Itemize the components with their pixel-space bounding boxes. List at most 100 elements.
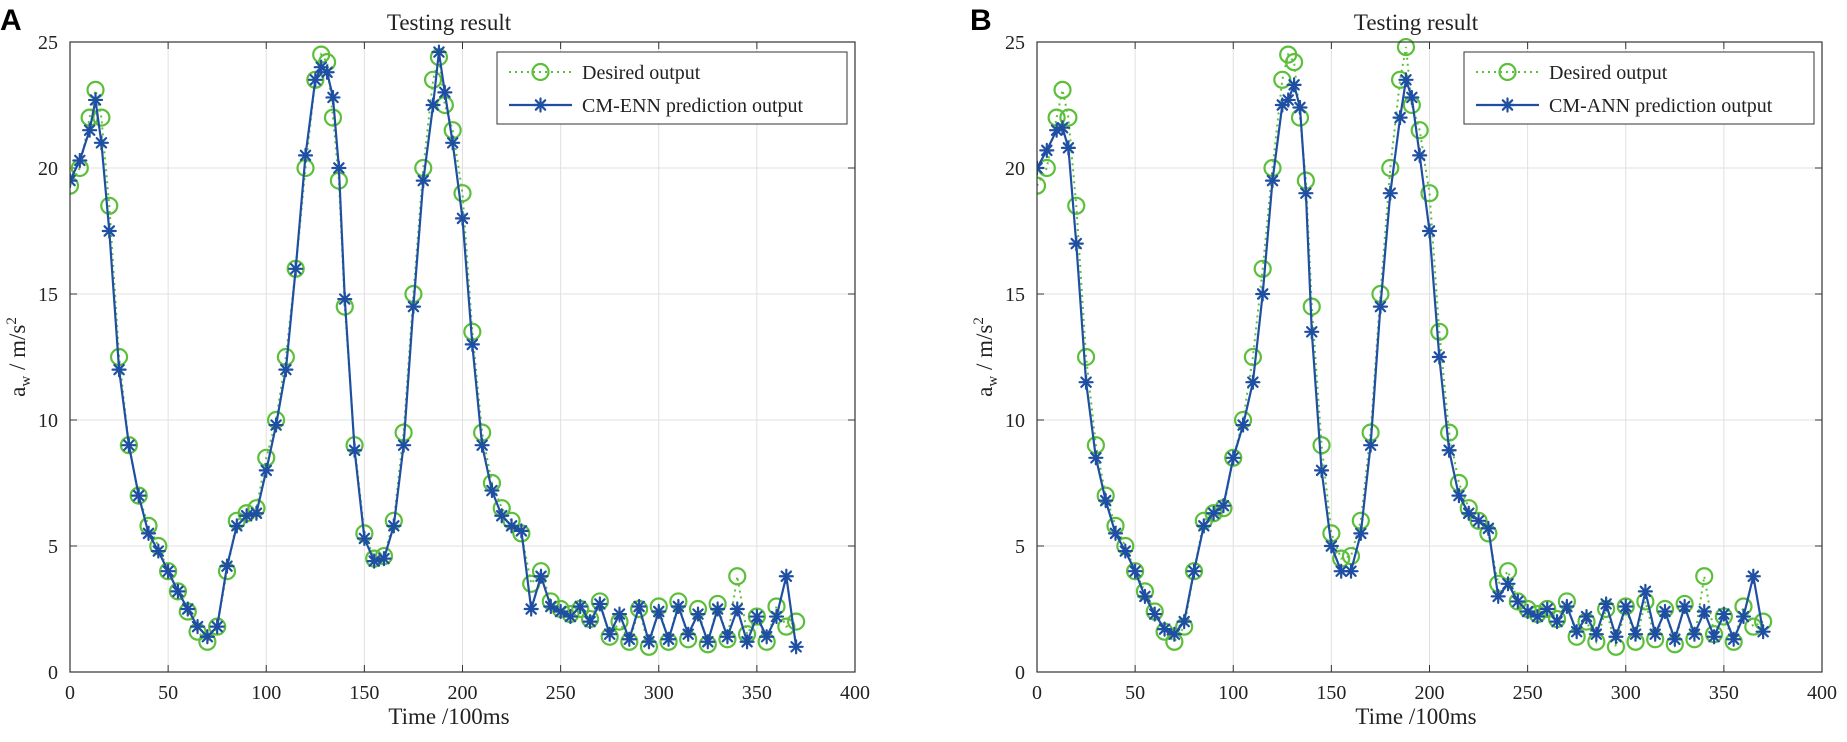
x-tick-label: 50 (158, 682, 178, 704)
prediction-point (494, 508, 510, 524)
x-tick-label: 300 (644, 682, 674, 704)
prediction-point (1323, 538, 1339, 554)
prediction-point (1549, 613, 1565, 630)
prediction-point (248, 505, 265, 521)
prediction-point (631, 598, 647, 615)
x-tick-label: 150 (1316, 682, 1346, 704)
prediction-point (1088, 450, 1104, 466)
x-tick-label: 300 (1611, 682, 1641, 704)
prediction-point (325, 89, 341, 106)
prediction-point (1292, 99, 1308, 116)
prediction-point (641, 634, 657, 650)
prediction-point (719, 629, 736, 645)
prediction-point (366, 553, 382, 569)
prediction-point (1578, 608, 1595, 625)
prediction-point (1392, 109, 1408, 126)
prediction-point (1539, 601, 1555, 617)
prediction-point (288, 261, 304, 277)
desired-point (159, 562, 178, 581)
prediction-point (93, 135, 110, 151)
prediction-point (1313, 462, 1330, 478)
prediction-point (464, 336, 480, 352)
prediction-point (1037, 160, 1045, 176)
prediction-point (592, 596, 608, 612)
x-tick-label: 400 (840, 682, 870, 704)
prediction-point (1398, 72, 1414, 88)
chart-title: Testing result (1354, 10, 1479, 35)
desired-point (1224, 448, 1243, 467)
prediction-point (1686, 626, 1703, 642)
desired-point (1430, 322, 1449, 341)
desired-point (100, 196, 119, 215)
prediction-point (1137, 588, 1153, 605)
prediction-point (82, 122, 98, 138)
prediction-point (189, 619, 206, 635)
prediction-point (1404, 89, 1420, 106)
x-tick-label: 150 (349, 682, 379, 704)
prediction-point (651, 603, 667, 620)
y-tick-label: 10 (1005, 410, 1025, 432)
prediction-point (1166, 626, 1182, 642)
desired-point (1381, 158, 1400, 178)
prediction-point (1054, 120, 1071, 136)
prediction-point (729, 601, 745, 617)
prediction-point (160, 563, 176, 579)
prediction-point (415, 173, 431, 189)
prediction-point (1343, 563, 1359, 579)
desired-point (129, 486, 148, 505)
prediction-point (1588, 626, 1604, 642)
prediction-point (1716, 606, 1732, 622)
prediction-point (131, 488, 147, 504)
prediction-point (209, 619, 225, 635)
desired-point (1538, 599, 1557, 619)
y-tick-label: 0 (48, 662, 58, 684)
desired-point (1420, 184, 1439, 203)
x-tick-label: 250 (1513, 682, 1543, 704)
prediction-point (1107, 525, 1124, 542)
y-tick-label: 10 (38, 410, 58, 432)
y-axis-label: aw / m/s2 (4, 317, 34, 397)
desired-point (747, 607, 766, 626)
prediction-point (1353, 525, 1369, 542)
prediction-point (199, 629, 215, 645)
prediction-point (1647, 626, 1663, 642)
prediction-point (1559, 598, 1575, 615)
prediction-point (1569, 624, 1585, 640)
prediction-point (454, 210, 471, 226)
prediction-point (297, 147, 314, 163)
prediction-point (1667, 631, 1683, 647)
desired-point (92, 108, 111, 127)
prediction-point (346, 442, 363, 458)
prediction-point (140, 525, 157, 542)
prediction-point (660, 631, 677, 647)
panel-b: B Testing result Time /100ms 0 50 100 150 20… (970, 4, 1837, 729)
prediction-point (1431, 349, 1447, 365)
y-tick-label: 25 (1005, 32, 1025, 54)
prediction-point (386, 518, 402, 534)
desired-point (1253, 259, 1272, 278)
legend: Desired output CM-ENN prediction output (496, 51, 848, 125)
prediction-point (611, 606, 628, 622)
legend: Desired output CM-ANN prediction output (1463, 51, 1815, 125)
desired-point (1076, 347, 1096, 367)
x-tick-label: 0 (1032, 682, 1042, 704)
prediction-point (1608, 629, 1624, 645)
prediction-point (219, 558, 235, 574)
prediction-point (1441, 442, 1457, 458)
prediction-point (582, 613, 598, 630)
prediction-point (1470, 513, 1487, 529)
prediction-point (768, 608, 785, 625)
desired-point (1184, 562, 1204, 581)
prediction-point (72, 152, 88, 169)
prediction-point (431, 44, 447, 60)
prediction-point (121, 437, 137, 453)
prediction-point (739, 634, 755, 650)
legend-box (496, 51, 848, 125)
prediction-point (1706, 629, 1722, 645)
y-tick-label: 0 (1015, 662, 1025, 684)
prediction-point (1499, 97, 1516, 113)
prediction-point (1637, 583, 1653, 599)
desired-point (1616, 597, 1635, 616)
x-tick-label: 250 (546, 682, 576, 704)
